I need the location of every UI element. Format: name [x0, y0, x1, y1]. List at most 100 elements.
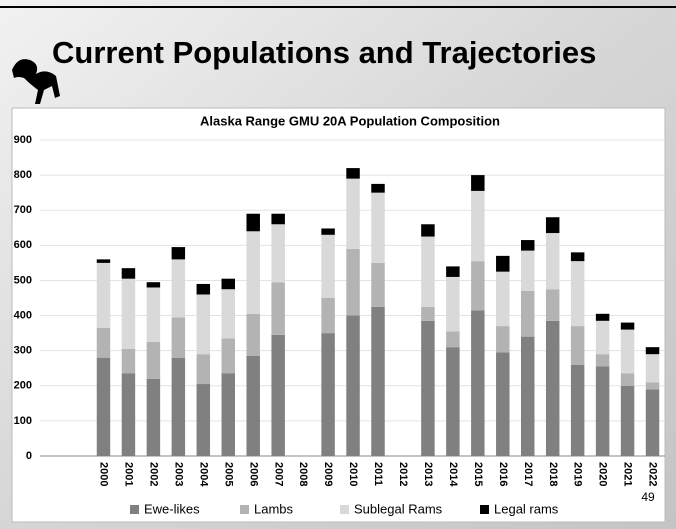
- bar-segment: [595, 313, 610, 321]
- bar-segment: [421, 224, 435, 237]
- bar-segment: [545, 289, 560, 321]
- y-tick-label: 0: [26, 450, 32, 462]
- bar-segment: [146, 378, 161, 456]
- y-tick-label: 400: [14, 309, 32, 321]
- bar-segment: [620, 322, 635, 330]
- bar-segment: [346, 248, 360, 316]
- x-tick-label: 2012: [397, 462, 409, 486]
- legend-swatch: [240, 505, 249, 514]
- bar-segment: [196, 294, 211, 355]
- bar-segment: [471, 190, 485, 262]
- bar-segment: [121, 348, 136, 374]
- bar-segment: [246, 213, 260, 232]
- x-tick-label: 2001: [123, 462, 135, 486]
- bar-segment: [121, 373, 136, 456]
- bar-segment: [496, 326, 510, 353]
- x-tick-label: 2002: [147, 462, 159, 486]
- bar-segment: [521, 240, 535, 251]
- bar-segment: [271, 224, 285, 283]
- bar-segment: [321, 333, 335, 456]
- x-tick-label: 2013: [422, 462, 434, 486]
- bar-segment: [96, 262, 111, 328]
- bar-segment: [321, 228, 335, 235]
- bar-segment: [271, 213, 285, 225]
- bar-segment: [346, 315, 360, 456]
- bar-segment: [146, 341, 161, 379]
- x-tick-label: 2004: [197, 462, 209, 487]
- bar-segment: [346, 178, 360, 249]
- bar-segment: [321, 234, 335, 298]
- bar-segment: [471, 261, 485, 311]
- y-tick-label: 200: [14, 380, 32, 392]
- y-tick-label: 900: [14, 134, 32, 146]
- bar-segment: [196, 283, 211, 295]
- bar-segment: [421, 236, 435, 307]
- chart-title: Alaska Range GMU 20A Population Composit…: [200, 113, 500, 128]
- bar-segment: [496, 271, 510, 327]
- bar-segment: [146, 282, 161, 288]
- x-tick-label: 2017: [522, 462, 534, 486]
- bar-segment: [446, 347, 460, 456]
- x-tick-label: 2019: [572, 462, 584, 486]
- legend-label: Legal rams: [494, 501, 559, 516]
- bar-segment: [620, 385, 635, 456]
- bar-segment: [521, 336, 535, 456]
- ram-icon: [12, 59, 60, 104]
- x-tick-label: 2022: [647, 462, 659, 486]
- legend-swatch: [340, 505, 349, 514]
- bar-segment: [570, 364, 585, 456]
- bar-segment: [171, 247, 186, 260]
- legend-label: Sublegal Rams: [354, 501, 443, 516]
- x-tick-label: 2014: [447, 462, 459, 487]
- bar-segment: [146, 287, 161, 342]
- bar-segment: [446, 276, 460, 332]
- x-tick-label: 2018: [547, 462, 559, 486]
- legend-swatch: [130, 505, 139, 514]
- bar-segment: [96, 357, 111, 456]
- bar-segment: [121, 268, 136, 279]
- bar-segment: [645, 347, 660, 355]
- bar-segment: [221, 278, 235, 290]
- bar-segment: [246, 355, 260, 456]
- bar-segment: [171, 317, 186, 358]
- bar-segment: [570, 261, 585, 327]
- x-tick-label: 2003: [172, 462, 184, 486]
- bar-segment: [196, 354, 211, 385]
- page-number: 49: [641, 490, 655, 504]
- legend-swatch: [480, 505, 489, 514]
- bar-segment: [595, 320, 610, 355]
- x-tick-label: 2010: [347, 462, 359, 486]
- bar-segment: [96, 259, 111, 263]
- bar-segment: [246, 231, 260, 314]
- y-tick-label: 600: [14, 239, 32, 251]
- bar-segment: [221, 373, 235, 456]
- bar-segment: [545, 217, 560, 234]
- bar-segment: [521, 250, 535, 291]
- bar-segment: [96, 327, 111, 358]
- bar-segment: [496, 255, 510, 272]
- x-tick-label: 2021: [622, 462, 634, 486]
- bar-segment: [521, 290, 535, 337]
- bar-segment: [346, 168, 360, 179]
- x-tick-label: 2011: [372, 462, 384, 486]
- y-tick-label: 800: [14, 169, 32, 181]
- x-tick-label: 2015: [472, 462, 484, 486]
- bar-segment: [221, 289, 235, 339]
- bar-segment: [371, 183, 385, 193]
- bar-segment: [321, 298, 335, 334]
- bar-segment: [645, 389, 660, 456]
- bar-segment: [446, 331, 460, 348]
- y-tick-label: 700: [14, 204, 32, 216]
- x-tick-label: 2009: [322, 462, 334, 486]
- bar-segment: [570, 252, 585, 262]
- bar-segment: [620, 373, 635, 386]
- bar-segment: [471, 310, 485, 456]
- bar-segment: [371, 306, 385, 456]
- bar-segment: [496, 352, 510, 456]
- bar-segment: [271, 282, 285, 335]
- legend-label: Ewe-likes: [144, 501, 200, 516]
- bar-segment: [196, 384, 211, 456]
- slide-title: Current Populations and Trajectories: [52, 35, 596, 70]
